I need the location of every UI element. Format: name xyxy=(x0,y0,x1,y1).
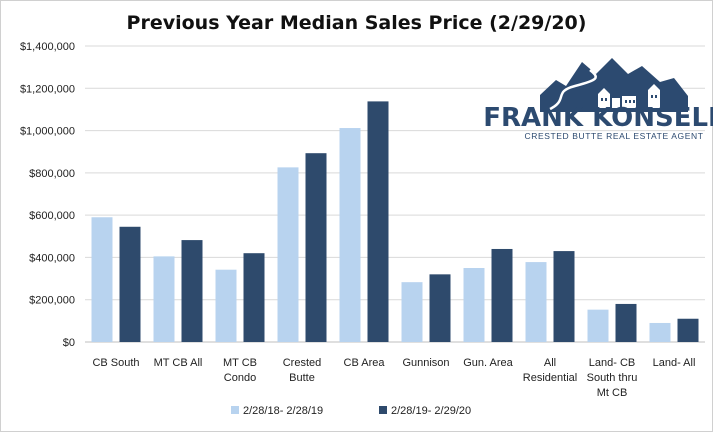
bar-series-2 xyxy=(367,101,389,342)
y-tick-label: $400,000 xyxy=(29,252,75,264)
bar-series-1 xyxy=(91,217,113,342)
y-tick-label: $1,400,000 xyxy=(20,41,75,53)
building-windows xyxy=(601,95,657,103)
legend-label-2: 2/28/19- 2/29/20 xyxy=(391,405,471,417)
y-tick-label: $800,000 xyxy=(29,168,75,180)
town-buildings-icon xyxy=(598,84,660,108)
bar-series-2 xyxy=(305,153,327,342)
bar-series-2 xyxy=(243,253,265,342)
y-axis-ticks: $0 $200,000 $400,000 $600,000 $800,000 $1,000… xyxy=(20,41,75,349)
frank-konsella-logo: FRANK KONSELLA CRESTED BUTTE REAL ESTATE… xyxy=(483,58,713,141)
legend: 2/28/18- 2/28/19 2/28/19- 2/29/20 xyxy=(231,405,471,417)
chart-title: Previous Year Median Sales Price (2/29/2… xyxy=(126,12,587,34)
logo-tagline: CRESTED BUTTE REAL ESTATE AGENT xyxy=(524,131,703,141)
bar-series-1 xyxy=(153,256,175,342)
bar-series-2 xyxy=(119,226,141,342)
x-category-label: Land- All xyxy=(653,357,696,369)
bar-series-1 xyxy=(525,262,547,342)
road-icon xyxy=(547,69,597,112)
bar-series-2 xyxy=(677,318,699,342)
bar-series-1 xyxy=(277,167,299,342)
x-category-label: MT CB Condo xyxy=(223,357,257,384)
bar-series-2 xyxy=(491,248,513,342)
bar-series-1 xyxy=(215,269,237,342)
x-category-label: Land- CB South thru Mt CB xyxy=(587,357,638,399)
bars xyxy=(91,101,699,342)
logo-name: FRANK KONSELLA xyxy=(483,103,713,133)
x-category-label: MT CB All xyxy=(154,357,203,369)
y-tick-label: $1,000,000 xyxy=(20,126,75,138)
bar-series-1 xyxy=(401,282,423,342)
x-category-label: Gunnison xyxy=(402,357,449,369)
bar-series-1 xyxy=(649,322,671,342)
y-tick-label: $0 xyxy=(63,337,75,349)
legend-swatch-1 xyxy=(231,406,239,414)
bar-series-1 xyxy=(339,128,361,342)
y-tick-label: $200,000 xyxy=(29,295,75,307)
x-category-label: Gun. Area xyxy=(463,357,513,369)
bar-series-2 xyxy=(553,251,575,342)
bar-series-2 xyxy=(429,274,451,342)
x-category-label: All Residential xyxy=(523,357,577,384)
y-tick-label: $1,200,000 xyxy=(20,83,75,95)
bar-series-1 xyxy=(463,268,485,342)
bar-series-2 xyxy=(181,240,203,342)
x-category-label: CB South xyxy=(92,357,139,369)
legend-label-1: 2/28/18- 2/28/19 xyxy=(243,405,323,417)
bar-series-2 xyxy=(615,303,637,342)
x-category-label: Crested Butte xyxy=(283,357,322,384)
y-tick-label: $600,000 xyxy=(29,210,75,222)
x-category-label: CB Area xyxy=(344,357,386,369)
x-axis-categories: CB South MT CB All MT CB Condo Crested Butte C… xyxy=(92,357,695,399)
legend-swatch-2 xyxy=(379,406,387,414)
bar-series-1 xyxy=(587,309,609,342)
